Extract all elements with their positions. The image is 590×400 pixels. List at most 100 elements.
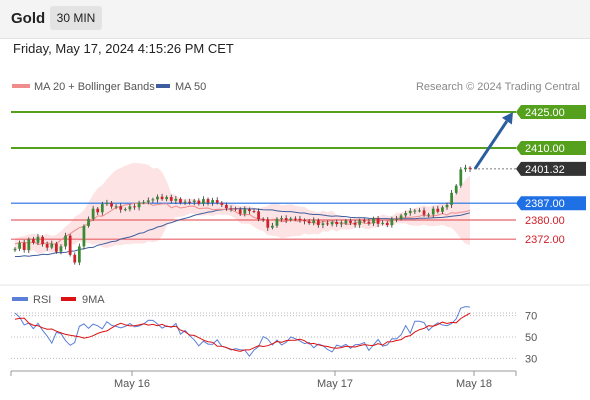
candle-down — [119, 206, 123, 210]
candle-down — [307, 221, 311, 224]
candle-up — [344, 220, 348, 224]
scenario-arrow — [473, 112, 513, 170]
candle-up — [441, 207, 444, 212]
candle-up — [87, 218, 90, 226]
candle-down — [362, 220, 366, 222]
candle-up — [192, 200, 196, 202]
candles — [13, 164, 472, 266]
candle-up — [358, 220, 362, 225]
rsi-grid: 70 50 30 — [11, 311, 537, 365]
candle-down — [54, 243, 58, 252]
level-label-text: 2372.00 — [525, 234, 565, 246]
level-label-tag — [516, 141, 586, 155]
rsi-lines — [14, 306, 471, 358]
level-label-text: 2387.00 — [525, 198, 565, 210]
candle-up — [431, 208, 435, 215]
candle-up — [91, 208, 95, 219]
candle-down — [238, 209, 242, 214]
rsi-line — [14, 306, 471, 358]
ma20-line — [14, 202, 471, 245]
level-label-tag — [516, 196, 586, 211]
candle-down — [261, 219, 265, 221]
ma20-legend-swatch — [12, 84, 30, 88]
level-lines — [11, 111, 516, 240]
ma50-legend-swatch — [156, 84, 170, 88]
x-tick-label: May 16 — [114, 378, 150, 390]
candle-up — [59, 246, 63, 252]
candle-down — [298, 218, 302, 220]
candle-down — [335, 221, 339, 225]
candle-down — [385, 222, 389, 226]
candle-up — [243, 209, 247, 214]
candle-up — [450, 192, 453, 205]
candle-up — [142, 202, 146, 204]
candle-up — [404, 213, 408, 216]
candle-up — [395, 218, 398, 220]
candle-up — [165, 196, 169, 200]
x-tick-label: May 18 — [456, 378, 492, 390]
level-label-current: 2401.32 — [516, 161, 586, 176]
candle-down — [234, 208, 237, 210]
candle-down — [41, 236, 44, 244]
candle-up — [280, 218, 283, 220]
candle-up — [339, 223, 343, 225]
scenario-arrow-shaft — [473, 120, 509, 170]
candle-up — [418, 210, 421, 212]
candle-down — [206, 199, 210, 203]
candle-down — [422, 210, 426, 215]
candle-up — [427, 214, 431, 216]
candle-up — [151, 199, 155, 201]
candle-down — [229, 208, 233, 210]
candle-down — [248, 209, 251, 212]
research-credit: Research © 2024 Trading Central — [416, 81, 580, 93]
candle-down — [73, 254, 77, 263]
candle-up — [128, 206, 132, 210]
ma20-legend-label: MA 20 + Bollinger Bands — [34, 81, 155, 93]
candle-up — [146, 200, 150, 203]
rsi-tick-label: 70 — [525, 311, 537, 323]
top-bar: Gold 30 MIN — [0, 0, 590, 39]
candle-down — [225, 204, 228, 209]
candle-up — [27, 239, 31, 250]
rsi-tick-label: 30 — [525, 353, 537, 365]
candle-up — [202, 199, 205, 204]
level-label-text: 2425.00 — [525, 107, 565, 119]
moving-averages — [14, 202, 471, 257]
candle-down — [252, 211, 256, 213]
candle-down — [303, 220, 306, 222]
candle-up — [13, 248, 17, 251]
rsi-ma-legend-swatch — [61, 297, 76, 301]
rsi-legend: RSI 9MA — [12, 294, 105, 306]
candle-up — [464, 167, 467, 170]
interval-button[interactable]: 30 MIN — [50, 6, 102, 30]
level-label-tag — [516, 105, 586, 119]
candle-down — [284, 218, 288, 220]
candle-up — [50, 243, 54, 248]
candle-down — [326, 223, 329, 225]
candle-up — [174, 198, 178, 201]
rsi-legend-label: RSI — [33, 294, 51, 306]
candle-down — [188, 201, 192, 203]
level-label-pivot: 2387.00 — [516, 196, 586, 211]
candle-down — [316, 220, 320, 226]
candle-up — [18, 242, 21, 249]
candle-down — [133, 206, 136, 208]
x-tick-label: May 17 — [317, 378, 353, 390]
candle-up — [100, 204, 104, 213]
rsi-tick-label: 50 — [525, 332, 537, 344]
candle-down — [468, 167, 472, 169]
symbol-label: Gold — [11, 10, 46, 27]
candle-down — [179, 198, 182, 203]
level-label-text: 2401.32 — [525, 164, 565, 176]
level-labels: 2425.00 2410.00 2401.32 2387.00 2380.00 2372.… — [516, 105, 586, 246]
level-label-text: 2380.00 — [525, 215, 565, 227]
candle-down — [32, 239, 35, 243]
level-label-tag — [516, 161, 586, 176]
candle-up — [330, 221, 334, 225]
candle-down — [169, 196, 173, 201]
candle-up — [114, 206, 118, 208]
candle-down — [367, 221, 371, 224]
level-label-resistance: 2410.00 — [516, 141, 586, 155]
candle-up — [275, 218, 279, 226]
